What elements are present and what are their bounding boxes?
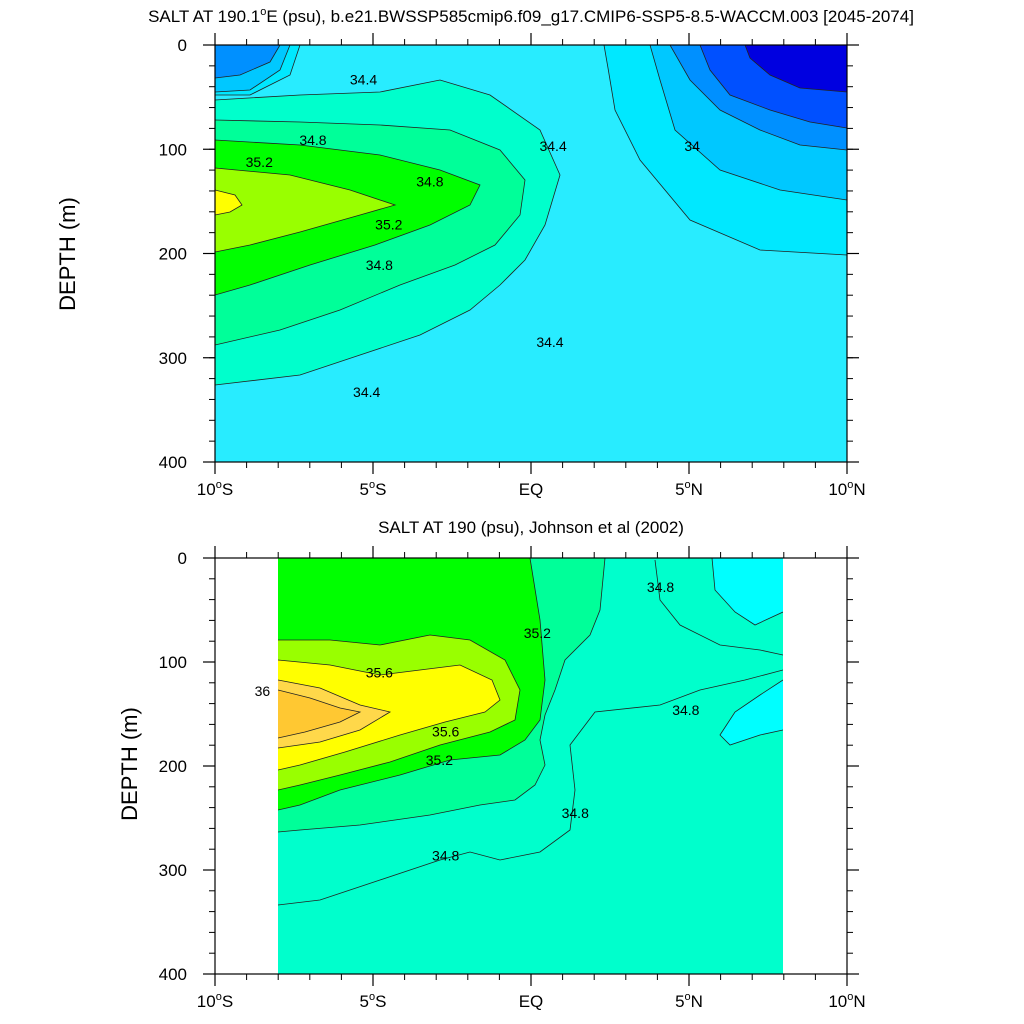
p2-fill-35.6 [278, 660, 500, 770]
panel-1-chart: SALT AT 190.1oE (psu), b.e21.BWSSP585cmi… [55, 6, 914, 499]
contour-label: 35.6 [366, 664, 393, 680]
p2-fill-36.0 [278, 690, 360, 738]
panel-2-axes: 10oS 5oS EQ 5oN 10oN 0 100 200 300 400 [159, 546, 866, 1011]
x-tick-label: EQ [519, 992, 544, 1011]
panel-2-contour-labels: 34.8 35.2 35.6 36 35.6 35.2 34.8 34.8 34.8 [255, 579, 700, 863]
contour-label: 34.8 [366, 257, 393, 273]
panel-1-axes: 10oS 5oS EQ 5oN 10oN 0 100 200 300 400 [159, 33, 866, 499]
panel-2-y-axis-label: DEPTH (m) [117, 707, 142, 821]
panel-1-contour-labels: 34.4 34.8 35.2 35.2 34.8 34.8 34.4 34 34.4 34.4 [246, 71, 701, 400]
contour-label: 34.8 [416, 174, 443, 190]
panel-1-contour-lines [215, 45, 847, 386]
contour-label: 35.2 [426, 752, 453, 768]
y-tick-label: 300 [159, 861, 187, 880]
contour-label: 34.8 [299, 132, 326, 148]
x-tick-label: 10oS [197, 991, 233, 1011]
y-tick-label: 300 [159, 349, 187, 368]
x-tick-label: 5oN [675, 479, 703, 499]
contour-label: 34.8 [672, 702, 699, 718]
p1-fill-lt33.6 [745, 45, 847, 92]
contour-label: 34.8 [562, 805, 589, 821]
contour-label: 34 [684, 138, 700, 154]
panel-2-contour-fill [278, 558, 783, 974]
contour-label: 34.4 [536, 334, 563, 350]
p2-fill-lt34.6-top [712, 558, 783, 625]
panel-2-title: SALT AT 190 (psu), Johnson et al (2002) [378, 518, 684, 537]
x-tick-label: 5oN [675, 991, 703, 1011]
y-tick-label: 0 [178, 549, 187, 568]
panel-2-chart: SALT AT 190 (psu), Johnson et al (2002) [117, 518, 866, 1011]
y-tick-label: 200 [159, 245, 187, 264]
contour-label: 35.2 [375, 216, 402, 232]
y-tick-label: 200 [159, 757, 187, 776]
x-tick-label: EQ [519, 480, 544, 499]
contour-label: 35.2 [524, 625, 551, 641]
y-tick-label: 0 [178, 36, 187, 55]
x-tick-label: 5oS [360, 991, 387, 1011]
panel-1-contour-fill [215, 45, 847, 462]
contour-label: 34.8 [647, 579, 674, 595]
p2-fill-lt34.6-mid [720, 680, 783, 745]
contour-label: 34.4 [353, 384, 380, 400]
x-tick-label: 10oN [828, 479, 865, 499]
p1-fill-35.2 [215, 168, 395, 252]
y-tick-label: 100 [159, 653, 187, 672]
contour-label: 34.4 [350, 71, 377, 87]
y-tick-label: 400 [159, 453, 187, 472]
y-tick-label: 100 [159, 140, 187, 159]
contour-label: 35.6 [432, 724, 459, 740]
panel-2-contour-lines [278, 558, 783, 906]
contour-label: 34.8 [432, 847, 459, 863]
contour-label: 35.2 [246, 154, 273, 170]
panel-1-title: SALT AT 190.1oE (psu), b.e21.BWSSP585cmi… [148, 6, 914, 26]
contour-label: 34.4 [539, 138, 566, 154]
y-tick-label: 400 [159, 965, 187, 984]
panel-1-y-axis-label: DEPTH (m) [55, 197, 80, 311]
contour-label: 36 [255, 683, 271, 699]
x-tick-label: 10oN [828, 991, 865, 1011]
p1-fill-33.8-south [215, 45, 280, 78]
x-tick-label: 5oS [360, 479, 387, 499]
x-tick-label: 10oS [197, 479, 233, 499]
